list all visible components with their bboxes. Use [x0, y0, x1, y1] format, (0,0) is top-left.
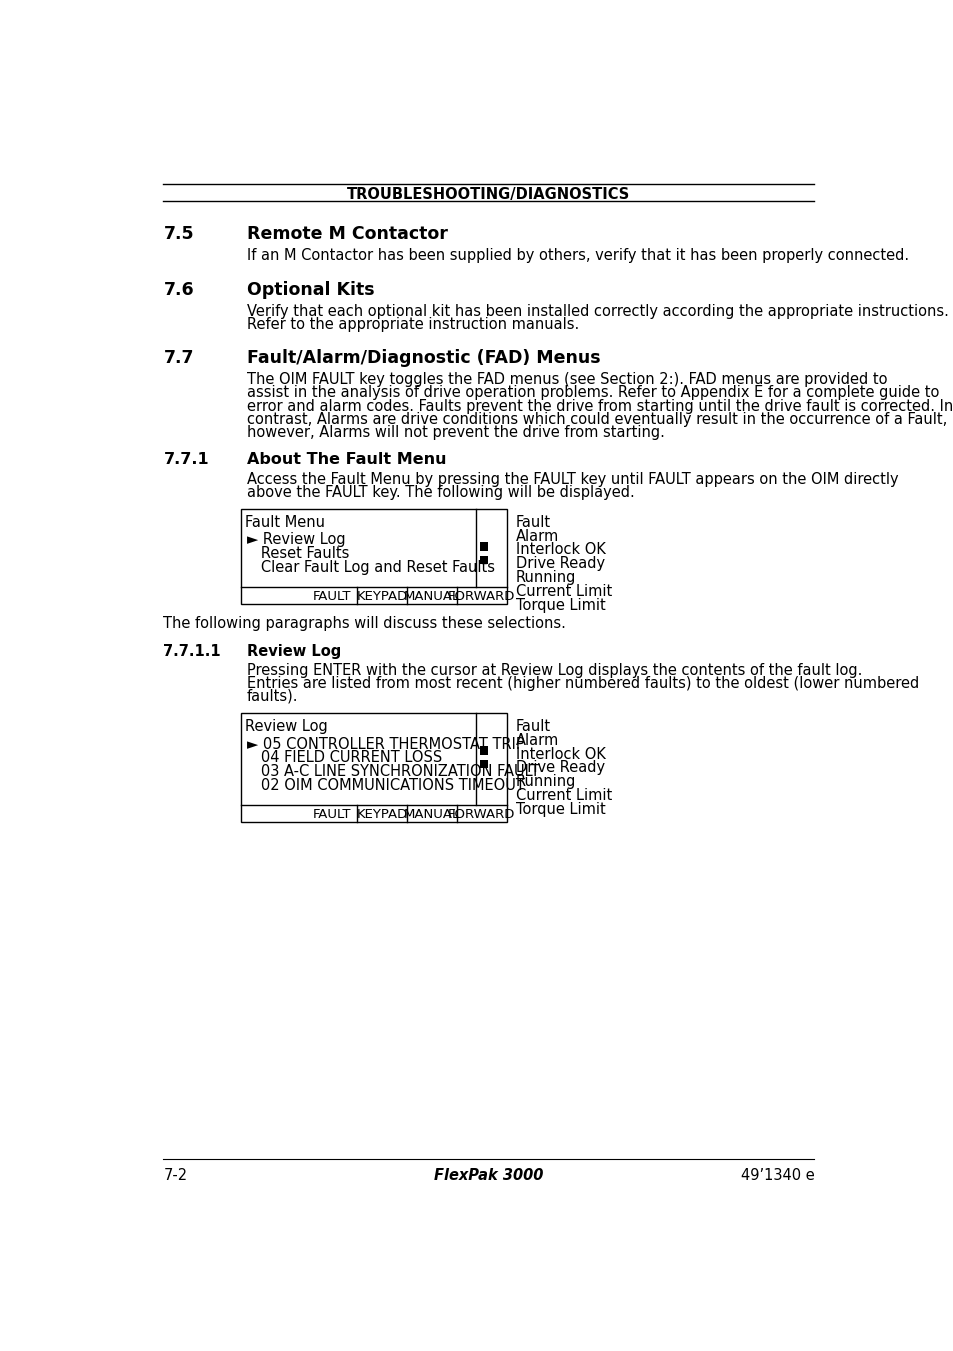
Text: FORWARD: FORWARD [448, 808, 515, 821]
Text: 7.7.1: 7.7.1 [163, 451, 209, 466]
Bar [479, 542, 488, 551]
Text: Interlock OK: Interlock OK [516, 543, 605, 558]
Bar [479, 761, 488, 769]
Text: 7.7: 7.7 [163, 349, 193, 367]
Text: Alarm: Alarm [516, 732, 558, 747]
Text: 04 FIELD CURRENT LOSS: 04 FIELD CURRENT LOSS [247, 750, 442, 766]
Text: Clear Fault Log and Reset Faults: Clear Fault Log and Reset Faults [247, 561, 495, 576]
Text: 7.5: 7.5 [163, 226, 193, 243]
Text: FAULT: FAULT [313, 590, 352, 604]
Text: About The Fault Menu: About The Fault Menu [247, 451, 446, 466]
Text: Drive Ready: Drive Ready [516, 761, 604, 775]
Text: MANUAL: MANUAL [403, 590, 459, 604]
Bar [479, 557, 488, 565]
Text: 49’1340 e: 49’1340 e [740, 1167, 814, 1182]
Text: Running: Running [516, 774, 576, 789]
Text: 7.6: 7.6 [163, 281, 193, 299]
Text: Torque Limit: Torque Limit [516, 598, 605, 613]
Bar [241, 508, 506, 604]
Text: TROUBLESHOOTING/DIAGNOSTICS: TROUBLESHOOTING/DIAGNOSTICS [347, 186, 630, 201]
Text: KEYPAD: KEYPAD [356, 590, 407, 604]
Text: Current Limit: Current Limit [516, 788, 612, 802]
Text: Alarm: Alarm [516, 528, 558, 543]
Text: The following paragraphs will discuss these selections.: The following paragraphs will discuss th… [163, 616, 566, 631]
Text: contrast, Alarms are drive conditions which could eventually result in the occur: contrast, Alarms are drive conditions wh… [247, 412, 946, 427]
Text: Reset Faults: Reset Faults [247, 546, 349, 562]
Bar [479, 746, 488, 755]
Text: The OIM FAULT key toggles the FAD menus (see Section 2:). FAD menus are provided: The OIM FAULT key toggles the FAD menus … [247, 373, 886, 388]
Text: assist in the analysis of drive operation problems. Refer to Appendix E for a co: assist in the analysis of drive operatio… [247, 385, 939, 400]
Text: 7.7.1.1: 7.7.1.1 [163, 644, 221, 659]
Text: error and alarm codes. Faults prevent the drive from starting until the drive fa: error and alarm codes. Faults prevent th… [247, 399, 952, 413]
Text: ► Review Log: ► Review Log [247, 532, 345, 547]
Text: above the FAULT key. The following will be displayed.: above the FAULT key. The following will … [247, 485, 634, 500]
Text: Remote M Contactor: Remote M Contactor [247, 226, 448, 243]
Text: Fault Menu: Fault Menu [245, 515, 324, 530]
Text: Pressing ENTER with the cursor at Review Log displays the contents of the fault : Pressing ENTER with the cursor at Review… [247, 662, 862, 678]
Text: Refer to the appropriate instruction manuals.: Refer to the appropriate instruction man… [247, 317, 578, 332]
Text: 7-2: 7-2 [163, 1167, 188, 1182]
Text: Review Log: Review Log [247, 644, 341, 659]
Text: MANUAL: MANUAL [403, 808, 459, 821]
Text: Fault: Fault [516, 719, 551, 734]
Bar [241, 713, 506, 821]
Text: Optional Kits: Optional Kits [247, 281, 375, 299]
Text: 03 A-C LINE SYNCHRONIZATION FAULT: 03 A-C LINE SYNCHRONIZATION FAULT [247, 765, 539, 780]
Text: Verify that each optional kit has been installed correctly according the appropr: Verify that each optional kit has been i… [247, 304, 948, 319]
Text: Current Limit: Current Limit [516, 584, 612, 598]
Text: Review Log: Review Log [245, 719, 327, 734]
Text: however, Alarms will not prevent the drive from starting.: however, Alarms will not prevent the dri… [247, 424, 664, 439]
Text: 02 OIM COMMUNICATIONS TIMEOUT: 02 OIM COMMUNICATIONS TIMEOUT [247, 778, 524, 793]
Text: Fault: Fault [516, 515, 551, 530]
Text: faults).: faults). [247, 689, 298, 704]
Text: FAULT: FAULT [313, 808, 352, 821]
Text: FORWARD: FORWARD [448, 590, 515, 604]
Text: Fault/Alarm/Diagnostic (FAD) Menus: Fault/Alarm/Diagnostic (FAD) Menus [247, 349, 600, 367]
Text: Interlock OK: Interlock OK [516, 747, 605, 762]
Text: KEYPAD: KEYPAD [356, 808, 407, 821]
Text: Drive Ready: Drive Ready [516, 557, 604, 571]
Text: Entries are listed from most recent (higher numbered faults) to the oldest (lowe: Entries are listed from most recent (hig… [247, 676, 919, 690]
Text: If an M Contactor has been supplied by others, verify that it has been properly : If an M Contactor has been supplied by o… [247, 249, 908, 263]
Text: Running: Running [516, 570, 576, 585]
Text: ► 05 CONTROLLER THERMOSTAT TRIP: ► 05 CONTROLLER THERMOSTAT TRIP [247, 736, 524, 751]
Text: FlexPak 3000: FlexPak 3000 [434, 1167, 543, 1182]
Text: Access the Fault Menu by pressing the FAULT key until FAULT appears on the OIM d: Access the Fault Menu by pressing the FA… [247, 471, 898, 486]
Text: Torque Limit: Torque Limit [516, 802, 605, 817]
